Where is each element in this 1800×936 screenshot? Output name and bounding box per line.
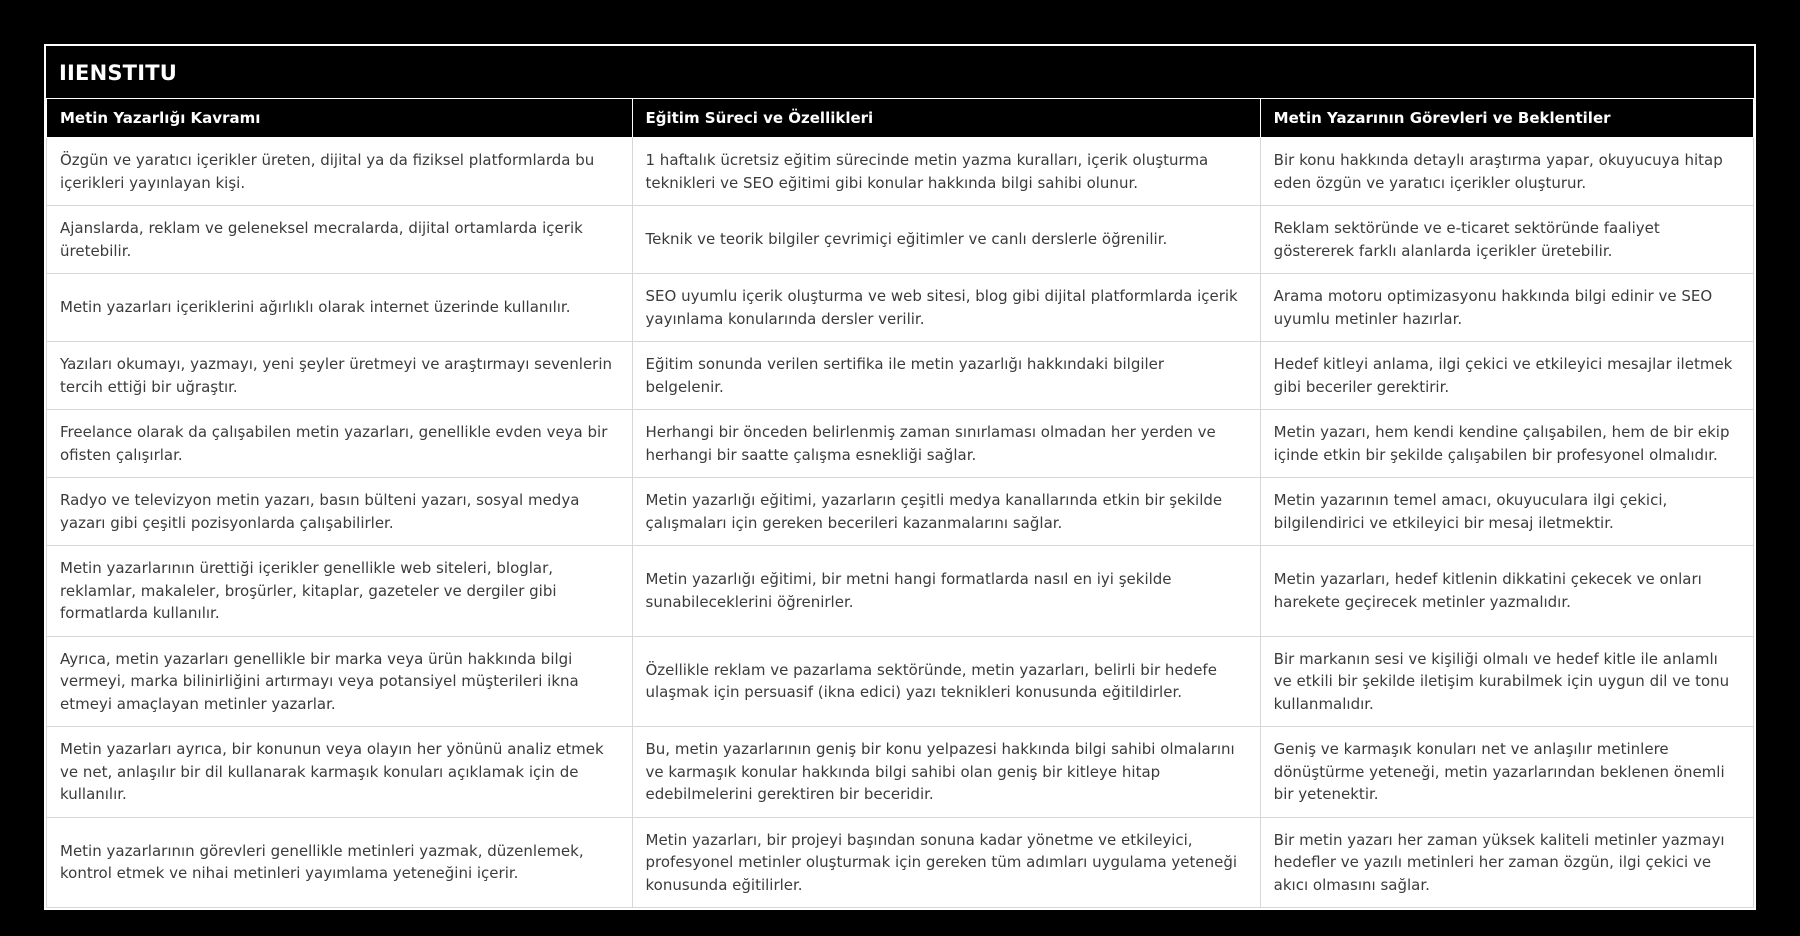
column-header-education: Eğitim Süreci ve Özellikleri (631, 99, 1261, 138)
table-cell: Ayrıca, metin yazarları genellikle bir m… (46, 635, 633, 727)
table-cell: Metin yazarları, hedef kitlenin dikkatin… (1259, 545, 1755, 637)
table-cell: Metin yazarlığı eğitimi, yazarların çeşi… (631, 477, 1261, 546)
table-row: Özgün ve yaratıcı içerikler üreten, diji… (46, 137, 1755, 206)
table-cell: Ajanslarda, reklam ve geleneksel mecrala… (46, 205, 633, 274)
table-row: Ajanslarda, reklam ve geleneksel mecrala… (46, 205, 1755, 274)
table-cell: Freelance olarak da çalışabilen metin ya… (46, 409, 633, 478)
table-cell: Bu, metin yazarlarının geniş bir konu ye… (631, 726, 1261, 818)
table-cell: Bir metin yazarı her zaman yüksek kalite… (1259, 816, 1755, 908)
table-cell: Metin yazarının temel amacı, okuyuculara… (1259, 477, 1755, 546)
copywriting-table: Metin Yazarlığı Kavramı Eğitim Süreci ve… (46, 99, 1755, 908)
table-cell: Metin yazarları ayrıca, bir konunun veya… (46, 726, 633, 818)
table-cell: Arama motoru optimizasyonu hakkında bilg… (1259, 273, 1755, 342)
table-cell: Reklam sektöründe ve e-ticaret sektöründ… (1259, 205, 1755, 274)
table-cell: 1 haftalık ücretsiz eğitim sürecinde met… (631, 137, 1261, 206)
table-cell: Teknik ve teorik bilgiler çevrimiçi eğit… (631, 205, 1261, 274)
table-cell: Yazıları okumayı, yazmayı, yeni şeyler ü… (46, 341, 633, 410)
table-cell: Metin yazarlığı eğitimi, bir metni hangi… (631, 545, 1261, 637)
table-header-row: Metin Yazarlığı Kavramı Eğitim Süreci ve… (46, 99, 1755, 138)
table-cell: Metin yazarı, hem kendi kendine çalışabi… (1259, 409, 1755, 478)
table-cell: Bir markanın sesi ve kişiliği olmalı ve … (1259, 635, 1755, 727)
table-cell: Metin yazarlarının ürettiği içerikler ge… (46, 545, 633, 637)
table-cell: Özgün ve yaratıcı içerikler üreten, diji… (46, 137, 633, 206)
table-row: Ayrıca, metin yazarları genellikle bir m… (46, 635, 1755, 727)
table-cell: Metin yazarları, bir projeyi başından so… (631, 816, 1261, 908)
table-cell: Bir konu hakkında detaylı araştırma yapa… (1259, 137, 1755, 206)
table-row: Radyo ve televizyon metin yazarı, basın … (46, 477, 1755, 546)
column-header-concept: Metin Yazarlığı Kavramı (46, 99, 633, 138)
table-cell: Radyo ve televizyon metin yazarı, basın … (46, 477, 633, 546)
table-cell: Özellikle reklam ve pazarlama sektöründe… (631, 635, 1261, 727)
table-row: Metin yazarlarının ürettiği içerikler ge… (46, 545, 1755, 637)
table-row: Freelance olarak da çalışabilen metin ya… (46, 409, 1755, 478)
table-cell: Geniş ve karmaşık konuları net ve anlaşı… (1259, 726, 1755, 818)
table-row: Metin yazarlarının görevleri genellikle … (46, 816, 1755, 908)
table-cell: Metin yazarlarının görevleri genellikle … (46, 816, 633, 908)
table-cell: Eğitim sonunda verilen sertifika ile met… (631, 341, 1261, 410)
table-row: Metin yazarları içeriklerini ağırlıklı o… (46, 273, 1755, 342)
table-cell: Hedef kitleyi anlama, ilgi çekici ve etk… (1259, 341, 1755, 410)
table-row: Yazıları okumayı, yazmayı, yeni şeyler ü… (46, 341, 1755, 410)
table-cell: SEO uyumlu içerik oluşturma ve web sites… (631, 273, 1261, 342)
table-cell: Herhangi bir önceden belirlenmiş zaman s… (631, 409, 1261, 478)
content-card: IIENSTITU Metin Yazarlığı Kavramı Eğitim… (44, 44, 1756, 910)
table-row: Metin yazarları ayrıca, bir konunun veya… (46, 726, 1755, 818)
page-title: IIENSTITU (46, 46, 1754, 99)
column-header-duties: Metin Yazarının Görevleri ve Beklentiler (1259, 99, 1755, 138)
table-cell: Metin yazarları içeriklerini ağırlıklı o… (46, 273, 633, 342)
